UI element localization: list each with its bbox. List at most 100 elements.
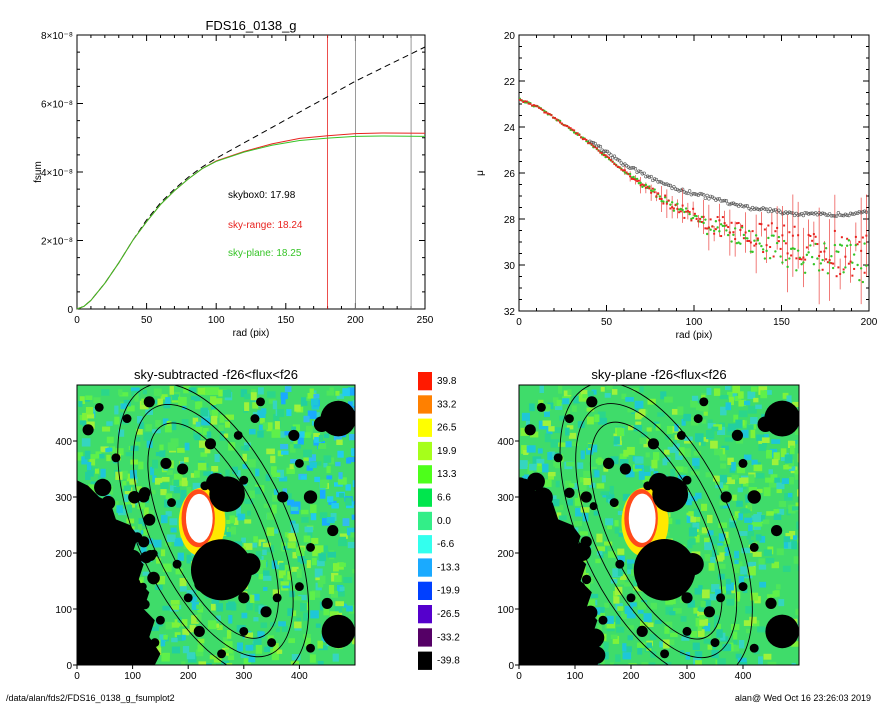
noise-pixel xyxy=(246,602,253,611)
skybox-point xyxy=(712,196,716,200)
noise-pixel xyxy=(214,454,220,463)
colorbar-label: 26.5 xyxy=(437,423,457,434)
skybox-point xyxy=(696,193,701,197)
noise-pixel xyxy=(320,545,328,554)
noise-pixel xyxy=(699,618,709,626)
sky-plane-point xyxy=(644,183,648,187)
noise-pixel xyxy=(81,456,88,465)
sky-range-point xyxy=(844,255,847,258)
noise-pixel xyxy=(776,548,784,556)
noise-pixel xyxy=(711,584,720,592)
noise-pixel xyxy=(148,538,153,545)
sky-plane-point xyxy=(737,241,740,244)
noise-pixel xyxy=(257,631,265,638)
noise-pixel xyxy=(181,419,189,428)
noise-pixel xyxy=(567,499,573,506)
noise-pixel xyxy=(646,427,652,432)
noise-pixel xyxy=(740,508,748,514)
noise-pixel xyxy=(90,467,98,474)
sky-range-point xyxy=(520,99,523,102)
noise-pixel xyxy=(633,424,643,432)
noise-pixel xyxy=(240,653,249,659)
skybox-point xyxy=(596,144,601,148)
noise-pixel xyxy=(597,611,605,620)
sky-plane-point xyxy=(810,255,814,259)
noise-pixel xyxy=(243,657,252,665)
noise-pixel xyxy=(628,663,637,665)
noise-pixel xyxy=(263,586,268,591)
noise-pixel xyxy=(84,450,91,460)
sky-range-point xyxy=(567,126,570,129)
noise-pixel xyxy=(694,651,703,658)
noise-pixel xyxy=(318,645,328,651)
noise-pixel xyxy=(342,518,350,527)
noise-pixel xyxy=(694,516,701,522)
sky-plane-point xyxy=(672,209,676,212)
skybox-point xyxy=(859,210,863,215)
noise-pixel xyxy=(156,557,161,564)
noise-pixel xyxy=(150,626,159,631)
noise-pixel xyxy=(266,391,276,398)
fsum-plot: 0 50 100 150 200 25002×10⁻⁸4×10⁻⁸6×10⁻⁸8×10⁻⁸… xyxy=(33,18,434,339)
noise-pixel xyxy=(160,486,167,496)
noise-pixel xyxy=(622,652,632,660)
noise-pixel xyxy=(597,411,606,421)
noise-pixel xyxy=(255,551,262,560)
noise-pixel xyxy=(715,479,720,485)
noise-pixel xyxy=(725,402,732,411)
noise-pixel xyxy=(672,439,677,445)
noise-pixel xyxy=(169,518,178,526)
noise-pixel xyxy=(309,388,314,394)
mask-blob xyxy=(239,475,249,485)
noise-pixel xyxy=(634,400,644,409)
noise-pixel xyxy=(336,591,345,597)
noise-pixel xyxy=(759,581,767,588)
noise-pixel xyxy=(287,608,293,617)
noise-pixel xyxy=(664,396,673,403)
noise-pixel xyxy=(296,436,304,445)
noise-pixel xyxy=(688,630,697,638)
noise-pixel xyxy=(745,628,751,634)
noise-pixel xyxy=(127,405,135,412)
sky-range-point xyxy=(807,233,810,236)
noise-pixel xyxy=(244,393,252,400)
colorbar-label: 13.3 xyxy=(437,469,457,480)
noise-pixel xyxy=(276,469,284,479)
y-tick-label: 300 xyxy=(497,493,514,504)
noise-pixel xyxy=(326,466,331,474)
sky-plane-point xyxy=(858,278,861,282)
sky-range-point xyxy=(566,125,569,128)
sky-plane-point xyxy=(770,234,774,237)
noise-pixel xyxy=(164,425,172,433)
sky-range-point xyxy=(727,226,730,229)
skybox-point xyxy=(750,205,755,210)
noise-pixel xyxy=(558,442,567,447)
colorbar-label: 33.2 xyxy=(437,399,457,410)
noise-pixel xyxy=(675,466,684,473)
noise-pixel xyxy=(707,644,713,650)
mask-blob xyxy=(660,649,670,659)
noise-pixel xyxy=(566,425,574,430)
sky-plane-point xyxy=(809,244,812,247)
mask-blob xyxy=(771,525,783,537)
sky-plane-point xyxy=(828,261,831,264)
noise-pixel xyxy=(671,408,680,415)
noise-pixel xyxy=(750,429,756,439)
noise-pixel xyxy=(690,417,699,426)
noise-pixel xyxy=(186,652,196,660)
x-tick-label: 300 xyxy=(235,671,252,682)
sky-range-point xyxy=(832,262,835,265)
mask-blob xyxy=(112,621,128,636)
noise-pixel xyxy=(580,390,588,395)
noise-pixel xyxy=(193,430,201,439)
noise-pixel xyxy=(266,448,275,455)
sky-range-point xyxy=(620,168,623,171)
skybox-point xyxy=(708,194,713,199)
skybox-point xyxy=(805,211,809,215)
skybox-point xyxy=(773,207,778,212)
x-tick-label: 400 xyxy=(735,671,752,682)
noise-pixel xyxy=(773,514,782,521)
skybox-point xyxy=(672,185,676,189)
noise-pixel xyxy=(226,531,231,537)
skybox-point xyxy=(763,207,767,211)
